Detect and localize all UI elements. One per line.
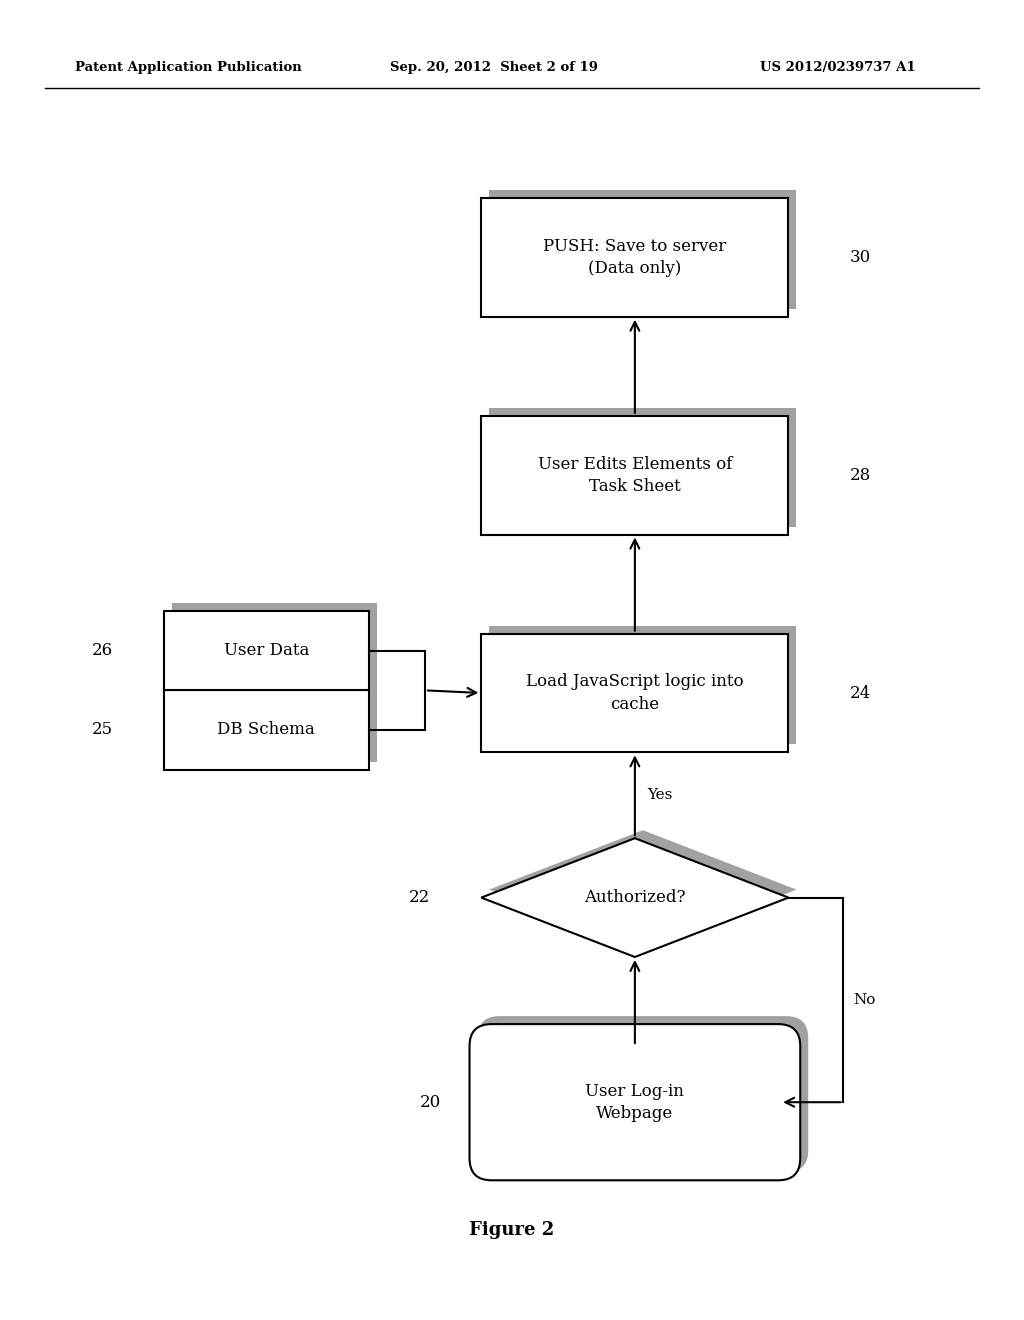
Text: Authorized?: Authorized? bbox=[584, 890, 686, 906]
FancyBboxPatch shape bbox=[164, 690, 369, 770]
Text: 30: 30 bbox=[850, 249, 870, 265]
Polygon shape bbox=[489, 830, 797, 949]
Text: User Data: User Data bbox=[223, 643, 309, 659]
FancyBboxPatch shape bbox=[164, 611, 369, 690]
Text: 25: 25 bbox=[92, 722, 113, 738]
FancyBboxPatch shape bbox=[481, 198, 788, 317]
FancyBboxPatch shape bbox=[172, 603, 377, 682]
Text: Sep. 20, 2012  Sheet 2 of 19: Sep. 20, 2012 Sheet 2 of 19 bbox=[390, 62, 598, 74]
Text: No: No bbox=[853, 993, 876, 1007]
Polygon shape bbox=[481, 838, 788, 957]
Text: User Edits Elements of
Task Sheet: User Edits Elements of Task Sheet bbox=[538, 455, 732, 495]
Text: 28: 28 bbox=[850, 467, 870, 483]
Text: Figure 2: Figure 2 bbox=[469, 1221, 555, 1239]
Text: PUSH: Save to server
(Data only): PUSH: Save to server (Data only) bbox=[544, 238, 726, 277]
Text: 22: 22 bbox=[410, 890, 430, 906]
Text: 20: 20 bbox=[420, 1094, 440, 1110]
FancyBboxPatch shape bbox=[489, 190, 797, 309]
FancyBboxPatch shape bbox=[481, 416, 788, 535]
Text: Yes: Yes bbox=[647, 788, 672, 803]
FancyBboxPatch shape bbox=[489, 408, 797, 527]
Text: Load JavaScript logic into
cache: Load JavaScript logic into cache bbox=[526, 673, 743, 713]
FancyBboxPatch shape bbox=[172, 682, 377, 762]
Text: User Log-in
Webpage: User Log-in Webpage bbox=[586, 1082, 684, 1122]
Text: US 2012/0239737 A1: US 2012/0239737 A1 bbox=[760, 62, 915, 74]
FancyBboxPatch shape bbox=[481, 634, 788, 752]
Text: DB Schema: DB Schema bbox=[217, 722, 315, 738]
FancyBboxPatch shape bbox=[477, 1016, 808, 1172]
Text: Patent Application Publication: Patent Application Publication bbox=[75, 62, 302, 74]
Text: 26: 26 bbox=[92, 643, 113, 659]
FancyBboxPatch shape bbox=[489, 626, 797, 744]
FancyBboxPatch shape bbox=[470, 1024, 800, 1180]
Text: 24: 24 bbox=[850, 685, 870, 701]
